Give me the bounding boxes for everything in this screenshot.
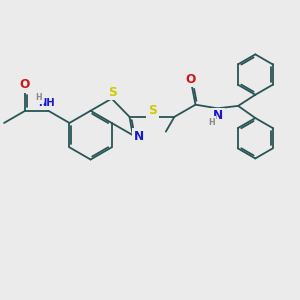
Text: S: S	[148, 104, 157, 117]
Text: S: S	[108, 85, 117, 98]
Text: O: O	[186, 73, 196, 85]
Text: H: H	[208, 118, 215, 127]
Text: O: O	[20, 78, 30, 91]
Text: H: H	[35, 93, 42, 102]
Text: N: N	[134, 130, 144, 143]
Text: NH: NH	[38, 98, 55, 108]
Text: N: N	[213, 109, 223, 122]
